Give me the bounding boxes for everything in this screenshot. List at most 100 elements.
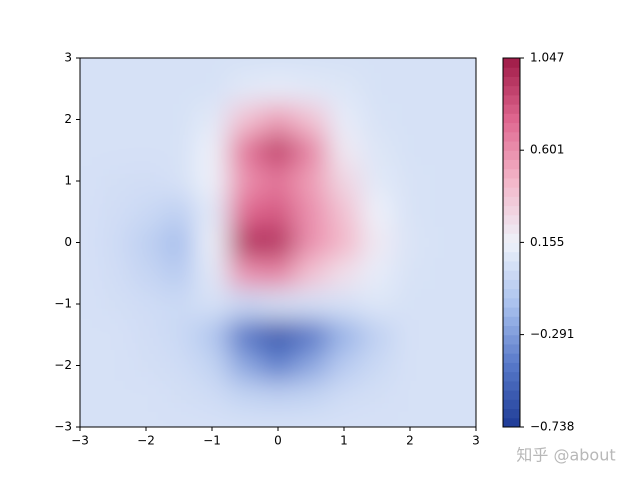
contour-cell xyxy=(426,58,460,74)
contour-field xyxy=(80,58,476,427)
contour-cell xyxy=(261,165,295,197)
contour-cell xyxy=(294,380,328,413)
contour-cell xyxy=(327,58,361,74)
contour-cell xyxy=(129,380,163,413)
contour-cell xyxy=(294,411,328,427)
contour-cell xyxy=(195,73,229,105)
contour-cell xyxy=(96,257,130,290)
x-tick-label: −2 xyxy=(137,434,155,448)
contour-cell xyxy=(327,73,361,105)
contour-cell xyxy=(80,380,97,413)
colorbar-segment xyxy=(503,168,520,179)
contour-cell xyxy=(195,411,229,427)
contour-cell xyxy=(195,319,229,351)
contour-cell xyxy=(96,134,130,167)
contour-cell xyxy=(327,134,361,167)
contour-cell xyxy=(261,134,295,167)
contour-cell xyxy=(327,350,361,382)
contour-cell xyxy=(129,196,163,228)
contour-cell xyxy=(459,227,476,259)
contour-cell xyxy=(228,411,262,427)
contour-cell xyxy=(261,227,295,259)
contour-cell xyxy=(327,411,361,427)
contour-cell xyxy=(360,319,394,351)
contour-cell xyxy=(162,165,196,197)
contour-cell xyxy=(393,380,427,413)
contour-cell xyxy=(360,104,394,136)
contour-cell xyxy=(195,288,229,320)
contour-cell xyxy=(327,104,361,136)
contour-cell xyxy=(80,227,97,259)
contour-cell xyxy=(327,196,361,228)
contour-cell xyxy=(195,104,229,136)
contour-cell xyxy=(459,134,476,167)
contour-cell xyxy=(459,73,476,105)
contour-cell xyxy=(426,165,460,197)
colorbar-segment xyxy=(503,334,520,345)
y-tick-label: −3 xyxy=(54,420,72,434)
colorbar-segment xyxy=(503,205,520,216)
contour-cell xyxy=(393,227,427,259)
contour-cell xyxy=(393,319,427,351)
contour-cell xyxy=(426,350,460,382)
colorbar-segment xyxy=(503,316,520,327)
colorbar-segment xyxy=(503,362,520,373)
contour-cell xyxy=(261,380,295,413)
contour-cell xyxy=(261,411,295,427)
contour-cell xyxy=(393,196,427,228)
colorbar-segment xyxy=(503,288,520,299)
contour-cell xyxy=(393,257,427,290)
colorbar-segment xyxy=(503,141,520,151)
colorbar-segment xyxy=(503,76,520,87)
contour-cell xyxy=(228,165,262,197)
colorbar-segment xyxy=(503,325,520,336)
contour-cell xyxy=(261,104,295,136)
colorbar-segment xyxy=(503,58,520,68)
colorbar-tick-label: 1.047 xyxy=(530,51,564,65)
x-tick-label: 2 xyxy=(406,434,414,448)
contour-cell xyxy=(129,165,163,197)
contour-cell xyxy=(426,411,460,427)
y-tick-label: 0 xyxy=(64,235,72,249)
contour-cell xyxy=(426,104,460,136)
colorbar-segment xyxy=(503,104,520,114)
contour-cell xyxy=(393,58,427,74)
contour-cell xyxy=(96,288,130,320)
contour-cell xyxy=(261,196,295,228)
contour-cell xyxy=(294,257,328,290)
contour-cell xyxy=(393,134,427,167)
colorbar-tick-label: 0.601 xyxy=(530,143,564,157)
contour-cell xyxy=(294,319,328,351)
contour-cell xyxy=(228,196,262,228)
contour-cell xyxy=(80,288,97,320)
contour-cell xyxy=(80,350,97,382)
contour-cell xyxy=(96,104,130,136)
contour-cell xyxy=(327,165,361,197)
contour-cell xyxy=(294,288,328,320)
contour-cell xyxy=(129,104,163,136)
contour-cell xyxy=(162,134,196,167)
contour-cell xyxy=(294,227,328,259)
contour-cell xyxy=(195,165,229,197)
contour-cell xyxy=(96,73,130,105)
colorbar-segment xyxy=(503,270,520,280)
contour-cell xyxy=(360,227,394,259)
contour-cell xyxy=(393,350,427,382)
contour-cell xyxy=(80,257,97,290)
contour-cell xyxy=(228,288,262,320)
contour-cell xyxy=(80,196,97,228)
contour-cell xyxy=(96,411,130,427)
contour-cell xyxy=(393,104,427,136)
colorbar-tick-label: 0.155 xyxy=(530,235,564,249)
contour-cell xyxy=(261,350,295,382)
contour-cell xyxy=(393,73,427,105)
contour-cell xyxy=(129,73,163,105)
colorbar-segment xyxy=(503,408,520,419)
contour-cell xyxy=(129,257,163,290)
contour-cell xyxy=(162,227,196,259)
contour-cell xyxy=(360,58,394,74)
colorbar-segment xyxy=(503,122,520,133)
colorbar-segment xyxy=(503,390,520,400)
contour-cell xyxy=(228,104,262,136)
